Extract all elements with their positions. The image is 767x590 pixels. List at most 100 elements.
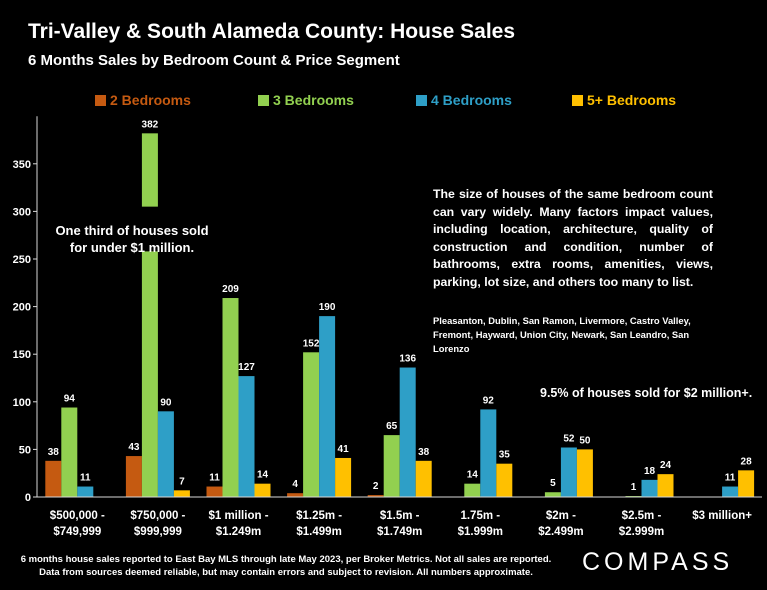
annotation-one-third: One third of houses sold for under $1 mi… — [55, 223, 209, 255]
legend-swatch — [258, 94, 269, 106]
data-label: 382 — [142, 119, 159, 130]
bar — [319, 316, 336, 497]
y-tick-label: 250 — [13, 254, 31, 266]
data-label: 190 — [319, 302, 336, 313]
y-tick-label: 150 — [13, 349, 31, 361]
x-tick-label: $3 million+ — [692, 510, 752, 522]
y-tick-label: 200 — [13, 302, 31, 314]
annotation-two-million: 9.5% of houses sold for $2 million+. — [540, 386, 753, 400]
x-tick-label: $1.749m — [377, 526, 422, 538]
legend-item: 2 Bedrooms — [95, 92, 191, 108]
bar — [45, 460, 62, 497]
x-tick-label: $2m - — [546, 510, 576, 522]
bar — [383, 435, 400, 497]
legend-label: 5+ Bedrooms — [587, 92, 677, 108]
bar — [641, 479, 658, 497]
data-label: 152 — [303, 338, 320, 349]
x-tick-label: $2.499m — [538, 526, 583, 538]
footnote-line-1: 6 months house sales reported to East Ba… — [20, 554, 552, 565]
x-tick-label: $1.249m — [216, 526, 261, 538]
data-label: 2 — [373, 481, 379, 492]
bar — [141, 133, 158, 497]
y-tick-label: 350 — [13, 159, 31, 171]
bar — [576, 449, 593, 497]
bar — [496, 463, 513, 497]
data-label: 65 — [386, 421, 398, 432]
bar — [560, 447, 577, 497]
legend-swatch — [416, 94, 427, 106]
y-tick-label: 0 — [25, 492, 31, 504]
data-label: 1 — [631, 482, 637, 493]
bar — [415, 460, 432, 497]
x-tick-label: $1.999m — [458, 526, 503, 538]
data-label: 209 — [222, 284, 239, 295]
data-label: 4 — [292, 479, 298, 490]
x-tick-label: $1 million - — [208, 510, 268, 522]
chart-subtitle: 6 Months Sales by Bedroom Count & Price … — [28, 52, 400, 69]
annotation-cities: Pleasanton, Dublin, San Ramon, Livermore… — [433, 315, 691, 354]
bar — [173, 490, 190, 497]
x-tick-label: $2.5m - — [622, 510, 662, 522]
data-label: 38 — [418, 447, 430, 458]
data-label: 35 — [499, 450, 511, 461]
data-label: 94 — [64, 394, 76, 405]
data-label: 14 — [467, 470, 479, 481]
data-label: 38 — [48, 447, 60, 458]
data-label: 18 — [644, 466, 656, 477]
data-label: 127 — [238, 362, 255, 373]
data-label: 136 — [399, 354, 416, 365]
x-tick-label: $750,000 - — [130, 510, 185, 522]
bar — [464, 483, 481, 497]
footnote: 6 months house sales reported to East Ba… — [0, 553, 572, 579]
bar — [657, 474, 674, 497]
x-tick-label: $999,999 — [134, 526, 182, 538]
chart-title: Tri-Valley & South Alameda County: House… — [28, 20, 516, 43]
bar-break — [140, 206, 159, 252]
footnote-line-2: Data from sources deemed reliable, but m… — [39, 567, 533, 578]
bar — [125, 456, 142, 497]
y-tick-label: 50 — [19, 444, 31, 456]
data-label: 11 — [80, 473, 91, 484]
legend-swatch — [95, 94, 106, 106]
bar — [206, 486, 223, 497]
bar — [77, 486, 94, 497]
y-tick-label: 300 — [13, 206, 31, 218]
x-tick-label: $500,000 - — [50, 510, 105, 522]
bar — [335, 457, 352, 497]
bar — [303, 352, 320, 497]
x-tick-label: $749,999 — [53, 526, 101, 538]
data-label: 50 — [579, 435, 591, 446]
data-label: 90 — [160, 397, 172, 408]
bar — [287, 493, 304, 497]
x-tick-label: 1.75m - — [460, 510, 500, 522]
bar — [480, 409, 497, 497]
bar — [222, 298, 239, 497]
bar — [157, 411, 174, 497]
data-label: 52 — [563, 433, 575, 444]
y-tick-label: 100 — [13, 397, 31, 409]
annotation-house-size: The size of houses of the same bedroom c… — [433, 187, 713, 289]
data-label: 28 — [741, 456, 753, 467]
legend-swatch — [572, 94, 583, 106]
data-label: 5 — [550, 478, 556, 489]
bar — [61, 407, 78, 497]
legend-label: 3 Bedrooms — [273, 92, 354, 108]
bar — [254, 483, 271, 497]
bar — [238, 376, 255, 497]
bar — [738, 470, 755, 497]
x-tick-label: $1.499m — [296, 526, 341, 538]
x-tick-label: $1.25m - — [296, 510, 342, 522]
legend-label: 2 Bedrooms — [110, 92, 191, 108]
legend-label: 4 Bedrooms — [431, 92, 512, 108]
data-label: 41 — [338, 444, 350, 455]
legend-item: 5+ Bedrooms — [572, 92, 676, 108]
compass-logo: COMPASS — [582, 548, 734, 576]
bar — [367, 495, 384, 497]
x-tick-label: $2.999m — [619, 526, 664, 538]
data-label: 43 — [128, 442, 140, 453]
x-tick-label: $1.5m - — [380, 510, 420, 522]
data-label: 7 — [179, 476, 185, 487]
bar — [722, 486, 739, 497]
legend: 2 Bedrooms 3 Bedrooms 4 Bedrooms 5+ Bedroom… — [0, 92, 767, 112]
